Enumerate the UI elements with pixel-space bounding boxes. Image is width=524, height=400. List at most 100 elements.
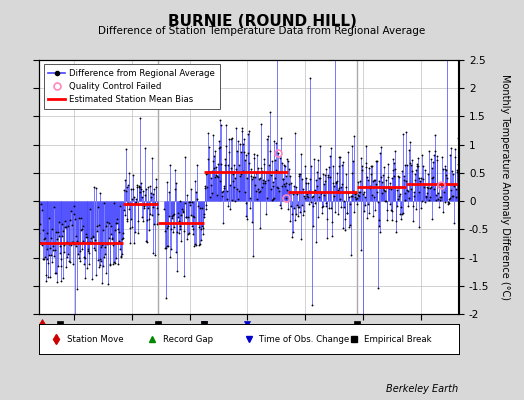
Point — [176, 198, 184, 204]
Point — [449, 193, 457, 199]
Point — [182, 192, 191, 198]
Text: Station Move: Station Move — [67, 334, 123, 344]
Point — [126, 240, 135, 246]
Point — [175, 218, 183, 224]
Point — [191, 241, 200, 247]
Point — [115, 228, 124, 235]
Point — [150, 186, 159, 192]
Point — [265, 169, 274, 175]
Point — [292, 202, 301, 209]
Point — [279, 180, 288, 187]
Point — [235, 162, 243, 168]
Point — [252, 188, 260, 194]
Point — [406, 160, 414, 166]
Point — [61, 224, 69, 230]
Point — [351, 190, 359, 197]
Point — [62, 264, 70, 270]
Point — [204, 130, 213, 136]
Point — [248, 176, 256, 182]
Point — [358, 327, 367, 334]
Point — [440, 182, 448, 188]
Point — [365, 210, 373, 216]
Point — [172, 268, 181, 274]
Point — [132, 196, 140, 202]
Point — [396, 210, 405, 217]
Point — [252, 170, 260, 176]
Point — [395, 174, 403, 180]
Point — [194, 220, 202, 226]
Point — [164, 243, 172, 250]
Point — [54, 229, 62, 236]
Text: Record Gap: Record Gap — [163, 334, 213, 344]
Point — [435, 194, 444, 200]
Point — [173, 228, 181, 235]
Point — [224, 136, 233, 142]
Point — [355, 193, 364, 200]
Point — [340, 204, 348, 211]
Point — [149, 250, 157, 256]
Point — [231, 197, 239, 204]
Point — [116, 253, 125, 260]
Point — [245, 128, 254, 134]
Point — [297, 236, 305, 242]
Point — [182, 214, 190, 220]
Point — [447, 186, 455, 193]
Point — [295, 204, 303, 210]
Text: Difference of Station Temperature Data from Regional Average: Difference of Station Temperature Data f… — [99, 26, 425, 36]
Point — [243, 216, 251, 222]
Point — [218, 192, 226, 199]
Point — [133, 182, 141, 188]
Point — [111, 260, 119, 266]
Point — [258, 167, 267, 174]
Point — [312, 176, 320, 183]
Point — [200, 211, 208, 217]
Point — [219, 188, 227, 194]
Point — [212, 172, 221, 179]
Point — [236, 149, 245, 156]
Point — [212, 172, 220, 178]
Point — [244, 130, 253, 137]
Point — [401, 190, 410, 197]
Point — [188, 199, 196, 205]
Point — [286, 173, 294, 180]
Point — [192, 242, 200, 248]
Point — [190, 213, 198, 220]
Point — [270, 138, 279, 145]
Point — [144, 205, 152, 212]
Point — [145, 227, 153, 234]
Point — [200, 183, 209, 189]
Point — [329, 180, 337, 186]
Point — [413, 154, 422, 161]
Point — [206, 169, 214, 175]
Point — [376, 150, 384, 156]
Point — [137, 186, 146, 192]
Point — [63, 239, 71, 246]
Point — [86, 238, 94, 245]
Point — [410, 188, 418, 195]
Point — [100, 254, 108, 260]
Point — [432, 196, 441, 203]
Point — [246, 205, 255, 212]
Point — [246, 195, 254, 201]
Point — [346, 252, 355, 258]
Point — [283, 156, 292, 162]
Point — [260, 161, 268, 168]
Point — [411, 206, 420, 213]
Point — [425, 185, 434, 191]
Point — [220, 183, 228, 190]
Point — [207, 182, 215, 188]
Point — [403, 162, 412, 168]
Point — [453, 161, 462, 167]
Point — [326, 145, 335, 151]
Point — [227, 165, 235, 172]
Point — [179, 209, 188, 216]
Point — [230, 171, 238, 177]
Point — [342, 183, 351, 190]
Point — [367, 192, 376, 198]
Point — [83, 265, 92, 271]
Point — [165, 188, 173, 195]
Point — [85, 250, 94, 256]
Point — [264, 177, 272, 184]
Point — [152, 175, 160, 182]
Point — [86, 240, 95, 246]
